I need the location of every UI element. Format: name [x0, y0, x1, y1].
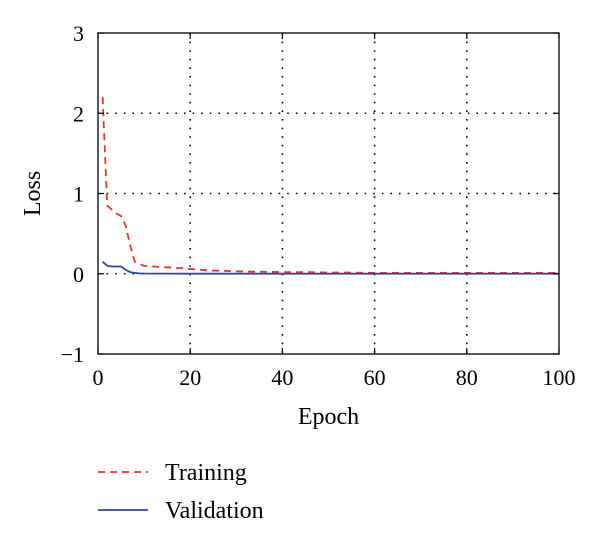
grid [98, 33, 559, 354]
y-tick-label: 1 [73, 182, 84, 207]
legend-label-validation: Validation [165, 498, 264, 524]
y-tick-label: 2 [73, 101, 84, 126]
legend: Training Validation [98, 460, 264, 524]
y-tick-label: −1 [61, 342, 84, 367]
x-tick-label: 100 [543, 365, 576, 390]
legend-label-training: Training [165, 460, 247, 486]
y-tick-label: 3 [73, 21, 84, 46]
x-axis-label: Epoch [298, 404, 359, 430]
x-tick-label: 60 [364, 365, 386, 390]
y-axis-label: Loss [20, 171, 46, 216]
series-line-training [101, 97, 559, 274]
y-tick-label: 0 [73, 262, 84, 287]
x-tick-label: 40 [271, 365, 293, 390]
x-tick-label: 20 [179, 365, 201, 390]
series-group [101, 97, 559, 275]
x-tick-label: 0 [93, 365, 104, 390]
ticks: 0 20 40 60 80 100 −1 0 1 2 3 [61, 21, 576, 390]
x-tick-label: 80 [456, 365, 478, 390]
series-line-validation [102, 261, 559, 275]
